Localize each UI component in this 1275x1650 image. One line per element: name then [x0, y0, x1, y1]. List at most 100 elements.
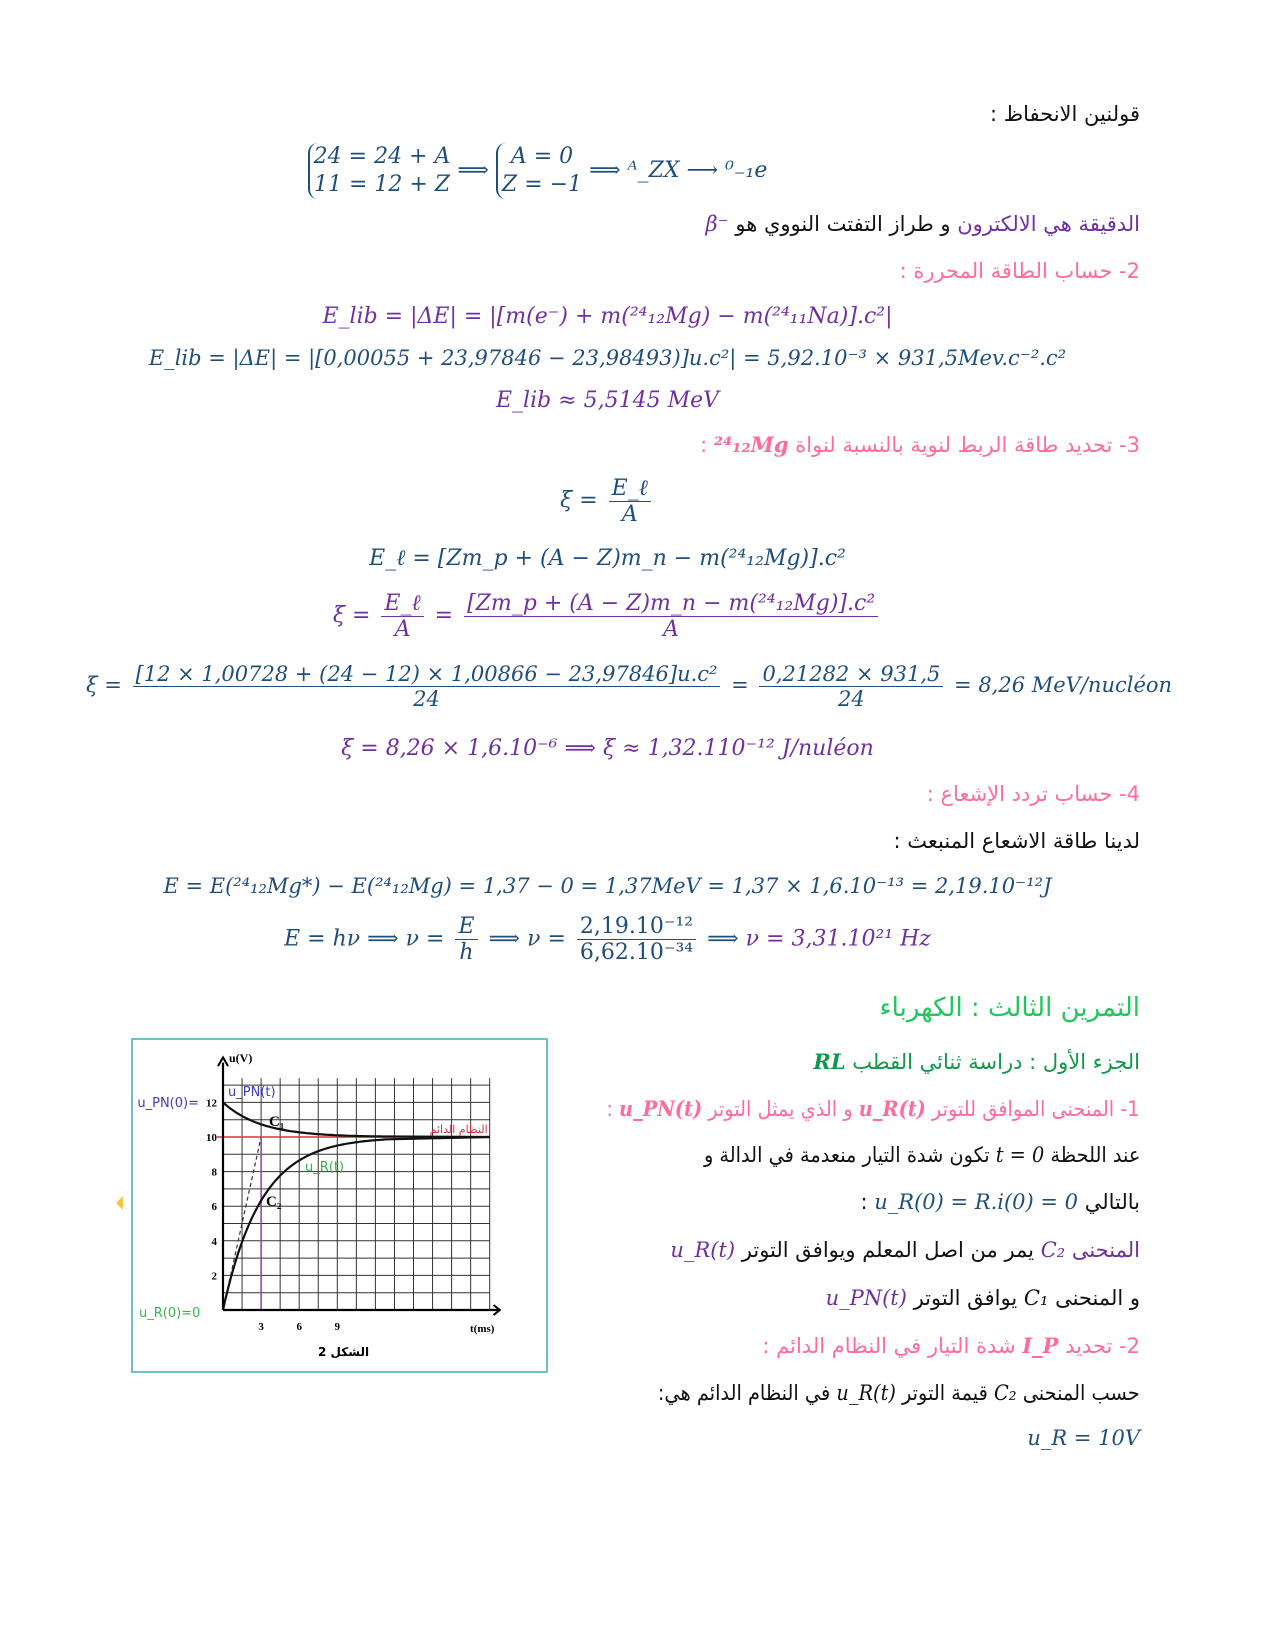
math: u_R(t)	[670, 1238, 736, 1262]
system-1-line: 24 = 24 + A	[313, 144, 451, 169]
text: عند اللحظة	[1043, 1143, 1140, 1167]
y-tick-label: 8	[212, 1167, 218, 1179]
q2-elec-heading: 2- تحديد I_P شدة التيار في النظام الدائم…	[762, 1333, 1140, 1358]
rl-label: RL	[813, 1049, 846, 1074]
ur0-label: u_R(0)=0	[139, 1306, 200, 1321]
energy-equation: E = E(²⁴₁₂Mg*) − E(²⁴₁₂Mg) = 1,37 − 0 = …	[163, 874, 1052, 898]
particle-identity: الدقيقة هي الالكترون	[957, 212, 1140, 236]
text: حسب المنحنى	[1016, 1381, 1140, 1405]
text: يمر من اصل المعلم ويوافق التوتر	[735, 1238, 1041, 1262]
q2-eq2: E_lib = |ΔE| = |[0,00055 + 23,97846 − 23…	[148, 346, 1067, 370]
fraction-numerator: [Zm_p + (A − Z)m_n − m(²⁴₁₂Mg)].c²	[464, 591, 879, 617]
beta-minus: β⁻	[705, 212, 729, 236]
conservation-label: قولنين الانحفاظ :	[989, 102, 1140, 126]
y-axis-arrow-icon	[217, 1055, 229, 1067]
text: قيمة التوتر	[896, 1381, 995, 1405]
text: يوافق التوتر	[906, 1286, 1024, 1310]
q4-heading: 4- حساب تردد الإشعاع :	[926, 782, 1140, 806]
y-tick-label: 2	[212, 1270, 218, 1282]
system-2: A = 0 Z = −1	[495, 143, 583, 199]
y-tick-label: 4	[212, 1236, 218, 1248]
fraction-denominator: h	[459, 940, 474, 965]
fraction-numerator: [12 × 1,00728 + (24 − 12) × 1,00866 − 23…	[132, 662, 721, 687]
fraction-denominator: A	[663, 616, 680, 642]
text: بالتالي	[1078, 1190, 1140, 1214]
y-axis-label: u(V)	[229, 1051, 252, 1065]
xi-lhs: ξ =	[332, 603, 371, 628]
exercise3-title: التمرين الثالث : الكهرباء	[879, 993, 1140, 1023]
system-2-line: Z = −1	[501, 172, 583, 197]
x-tick-label: 6	[296, 1321, 302, 1333]
system-1-line: 11 = 12 + Z	[313, 172, 451, 197]
q4-intro: لدينا طاقة الاشعاع المنبعث :	[893, 829, 1140, 853]
y-tick-label: 12	[206, 1097, 218, 1109]
particle-line: الدقيقة هي الالكترون و طراز التفتت النوو…	[705, 212, 1140, 236]
y-tick-label: 6	[212, 1201, 218, 1213]
xi-definition: ξ = E_ℓ A	[0, 475, 1245, 527]
frequency-result: ν = 3,31.10²¹ Hz	[745, 926, 931, 952]
implies-arrow: ⟹	[707, 926, 739, 952]
xi-expanded: ξ = E_ℓ A = [Zm_p + (A − Z)m_n − m(²⁴₁₂Mg…	[0, 590, 1245, 642]
y-tick-label: 10	[206, 1132, 218, 1144]
fraction-numerator: E_ℓ	[381, 590, 424, 617]
xi-lhs: ξ =	[560, 488, 598, 513]
line-t0: عند اللحظة t = 0 تكون شدة التيار منعدمة …	[704, 1143, 1140, 1167]
text: :	[860, 1190, 875, 1214]
f-lhs: E = hν ⟹ ν =	[284, 926, 445, 952]
fraction-numerator: 2,19.10⁻¹²	[576, 914, 697, 940]
margin-marker-icon	[116, 1196, 123, 1210]
q2-eq3: E_lib ≈ 5,5145 MeV	[495, 388, 720, 413]
part1-text: الجزء الأول : دراسة ثنائي القطب	[845, 1050, 1140, 1074]
fraction-numerator: E_ℓ	[608, 475, 651, 502]
part1-heading: الجزء الأول : دراسة ثنائي القطب RL	[813, 1049, 1140, 1074]
fraction-denominator: 6,62.10⁻³⁴	[579, 940, 694, 965]
math: C₁	[1023, 1286, 1049, 1310]
tick-labels: 2 4 6 8 10 12 3 6 9	[206, 1097, 341, 1333]
text: و المنحنى	[1048, 1286, 1140, 1310]
line-steady: حسب المنحنى C₂ قيمة التوتر u_R(t) في الن…	[658, 1381, 1140, 1405]
text: و الذي يمثل التوتر	[702, 1097, 860, 1121]
q2-eq1: E_lib = |ΔE| = |[m(e⁻) + m(²⁴₁₂Mg) − m(²…	[322, 304, 893, 329]
x-axis-arrow-icon	[492, 1304, 502, 1316]
colon: :	[700, 433, 714, 457]
c2-label: C₂	[266, 1194, 282, 1210]
f-mid: ⟹ ν =	[488, 926, 566, 952]
equals: =	[434, 603, 454, 628]
ur-result: u_R = 10V	[1027, 1426, 1140, 1450]
q3-heading-text: 3- تحديد طاقة الربط لنوية بالنسبة لنواة	[788, 433, 1140, 457]
axes	[217, 1055, 502, 1316]
fraction-denominator: A	[394, 617, 411, 642]
xi-result: = 8,26 MeV/nucléon	[954, 673, 1173, 697]
fraction-denominator: 24	[838, 687, 865, 711]
text: في النظام الدائم هي:	[658, 1381, 837, 1405]
rl-graph-figure: النظام الدائم 2 4 6 8 10 12 3 6 9 u(V) t(ms) الش…	[131, 1038, 548, 1373]
xi-numeric: ξ = [12 × 1,00728 + (24 − 12) × 1,00866 …	[86, 662, 1172, 711]
math: C₂	[1040, 1238, 1066, 1262]
x-axis-label: t(ms)	[470, 1323, 495, 1335]
nucleus-mg: ²⁴₁₂Mg	[713, 432, 789, 457]
curve-c2-ur	[221, 1135, 490, 1311]
math: u_R(t)	[836, 1381, 897, 1405]
ur-label: u_R(t)	[859, 1096, 927, 1121]
q3-heading: 3- تحديد طاقة الربط لنوية بالنسبة لنواة …	[700, 432, 1140, 457]
figure-caption: الشكل 2	[318, 1345, 369, 1359]
equals: =	[731, 673, 749, 697]
curve-c1-upn	[222, 1101, 490, 1139]
system-1: 24 = 24 + A 11 = 12 + Z	[307, 143, 451, 199]
implies-arrow: ⟹	[457, 158, 489, 183]
math: u_PN(t)	[825, 1286, 907, 1310]
c1-label: C₁	[269, 1114, 284, 1130]
ur-curve-label: u_R(t)	[305, 1160, 344, 1175]
fraction-denominator: A	[621, 502, 638, 527]
system-2-line: A = 0	[510, 144, 574, 169]
math: t = 0	[995, 1143, 1044, 1167]
line-ur0: بالتالي u_R(0) = R.i(0) = 0 :	[860, 1190, 1140, 1214]
q2-heading: 2- حساب الطاقة المحررة :	[899, 259, 1140, 283]
grid	[222, 1078, 491, 1311]
rl-graph: النظام الدائم 2 4 6 8 10 12 3 6 9 u(V) t(ms) الش…	[137, 1051, 502, 1359]
line-c1: و المنحنى C₁ يوافق التوتر u_PN(t)	[826, 1286, 1140, 1310]
text: :	[606, 1097, 620, 1121]
x-tick-label: 9	[335, 1321, 341, 1333]
x-tick-label: 3	[258, 1321, 264, 1333]
